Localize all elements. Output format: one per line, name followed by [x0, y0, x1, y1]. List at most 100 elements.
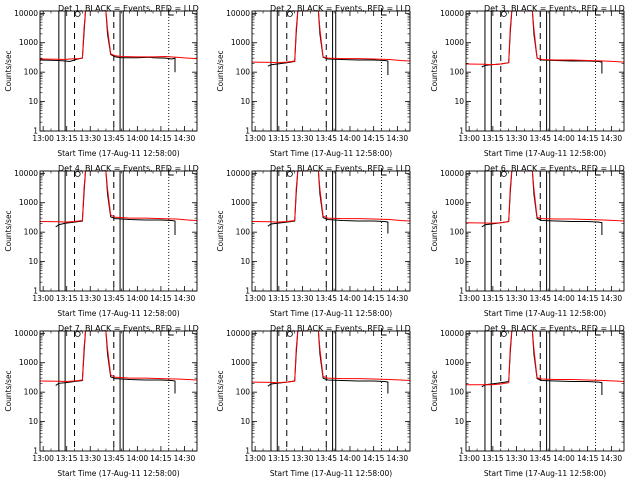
y-tick-label: 10000 [14, 9, 38, 18]
x-tick-label: 14:15 [150, 134, 172, 143]
panel-2: Det 2, BLACK = Events, RED = LLD Counts/s… [216, 4, 411, 158]
y-tick-label: 10 [240, 417, 250, 426]
x-tick-label: 14:00 [553, 294, 575, 303]
x-tick-label: 13:45 [315, 454, 337, 463]
y-tick-label: 100 [236, 388, 251, 397]
y-tick-label: 100 [450, 228, 465, 237]
x-tick-label: 13:00 [458, 294, 480, 303]
x-tick-label: 14:15 [363, 454, 385, 463]
y-tick-label: 10000 [440, 9, 464, 18]
x-tick-label: 14:00 [553, 454, 575, 463]
x-axis-label: Start Time (17-Aug-11 12:58:00) [57, 149, 179, 158]
x-axis-label: Start Time (17-Aug-11 12:58:00) [484, 309, 606, 318]
x-tick-label: 13:45 [529, 294, 551, 303]
x-tick-label: 14:15 [150, 294, 172, 303]
x-tick-label: 13:45 [103, 454, 125, 463]
series-line-events [482, 171, 602, 235]
plot-frame [466, 171, 624, 291]
y-tick-label: 10 [28, 257, 38, 266]
panel-5: Det 5, BLACK = Events, RED = LLD Counts/s… [216, 164, 411, 318]
y-tick-label: 10 [454, 257, 464, 266]
series-line-lld [252, 331, 410, 383]
x-tick-label: 14:30 [601, 454, 623, 463]
plot-area [40, 11, 197, 131]
panel-8: Det 8, BLACK = Events, RED = LLDCounts/s… [216, 324, 411, 478]
plot-area [252, 331, 410, 451]
y-tick-label: 10000 [440, 329, 464, 338]
series-line-lld [40, 171, 197, 222]
x-axis-label: Start Time (17-Aug-11 12:58:00) [484, 469, 606, 478]
x-axis-label: Start Time (17-Aug-11 12:58:00) [484, 149, 606, 158]
y-tick-label: 1000 [19, 358, 38, 367]
plot-frame [466, 331, 624, 451]
panel-9: Det 9, BLACK = Events, RED = LLD Counts/s… [430, 324, 625, 478]
x-tick-label: 13:30 [79, 454, 101, 463]
x-tick-label: 14:15 [577, 294, 599, 303]
x-tick-label: 13:30 [506, 134, 528, 143]
y-axis-label: Counts/sec [216, 370, 225, 411]
x-axis-label: Start Time (17-Aug-11 12:58:00) [270, 469, 392, 478]
y-tick-label: 100 [236, 68, 251, 77]
series-line-lld [466, 11, 624, 65]
y-axis-label: Counts/sec [430, 50, 439, 91]
y-tick-label: 10 [454, 417, 464, 426]
x-tick-label: 14:15 [363, 134, 385, 143]
figure: Det 1, BLACK = Events, RED = LLDCounts/s… [0, 0, 640, 480]
x-tick-label: 13:00 [32, 454, 54, 463]
x-tick-label: 14:00 [339, 294, 361, 303]
x-tick-label: 13:45 [315, 134, 337, 143]
x-tick-label: 13:00 [32, 134, 54, 143]
x-tick-label: 14:30 [387, 454, 409, 463]
y-tick-label: 1000 [19, 198, 38, 207]
x-tick-label: 14:15 [577, 454, 599, 463]
y-tick-label: 10000 [226, 169, 250, 178]
x-tick-label: 14:15 [363, 294, 385, 303]
x-tick-label: 13:30 [79, 294, 101, 303]
plot-frame [40, 171, 197, 291]
y-axis-label: Counts/sec [4, 50, 13, 91]
plot-area [252, 11, 410, 131]
y-tick-label: 10 [28, 97, 38, 106]
x-tick-label: 13:15 [268, 134, 290, 143]
plot-area [40, 331, 197, 451]
y-tick-label: 100 [24, 388, 39, 397]
series-line-lld [466, 171, 624, 223]
panel-6: Det 6, BLACK = Events, RED = LLDCounts/s… [430, 164, 625, 318]
x-tick-label: 13:15 [56, 454, 78, 463]
x-tick-label: 13:15 [268, 454, 290, 463]
x-tick-label: 13:30 [506, 454, 528, 463]
x-tick-label: 14:30 [601, 294, 623, 303]
y-tick-label: 1000 [445, 198, 464, 207]
y-axis-label: Counts/sec [430, 210, 439, 251]
y-tick-label: 1000 [445, 358, 464, 367]
series-line-events [56, 331, 175, 394]
series-line-lld [40, 11, 197, 60]
x-tick-label: 13:15 [56, 134, 78, 143]
x-tick-label: 14:30 [174, 294, 196, 303]
plot-area [466, 11, 624, 131]
plot-frame [40, 11, 197, 131]
y-tick-label: 100 [236, 228, 251, 237]
series-line-lld [40, 331, 197, 382]
x-tick-label: 13:15 [482, 134, 504, 143]
x-tick-label: 14:15 [577, 134, 599, 143]
x-tick-label: 14:15 [150, 454, 172, 463]
x-tick-label: 13:45 [315, 294, 337, 303]
plot-frame [252, 11, 410, 131]
x-tick-label: 14:00 [339, 454, 361, 463]
x-axis-label: Start Time (17-Aug-11 12:58:00) [270, 309, 392, 318]
x-tick-label: 13:15 [482, 294, 504, 303]
x-tick-label: 13:15 [268, 294, 290, 303]
y-tick-label: 10000 [440, 169, 464, 178]
x-axis-label: Start Time (17-Aug-11 12:58:00) [57, 469, 179, 478]
x-tick-label: 13:30 [79, 134, 101, 143]
series-line-events [56, 171, 175, 235]
y-tick-label: 10 [240, 97, 250, 106]
series-line-events [268, 11, 388, 75]
plot-frame [252, 331, 410, 451]
x-tick-label: 14:30 [174, 454, 196, 463]
y-tick-label: 10 [240, 257, 250, 266]
plot-frame [252, 171, 410, 291]
plot-area [466, 331, 624, 451]
y-tick-label: 100 [24, 228, 39, 237]
